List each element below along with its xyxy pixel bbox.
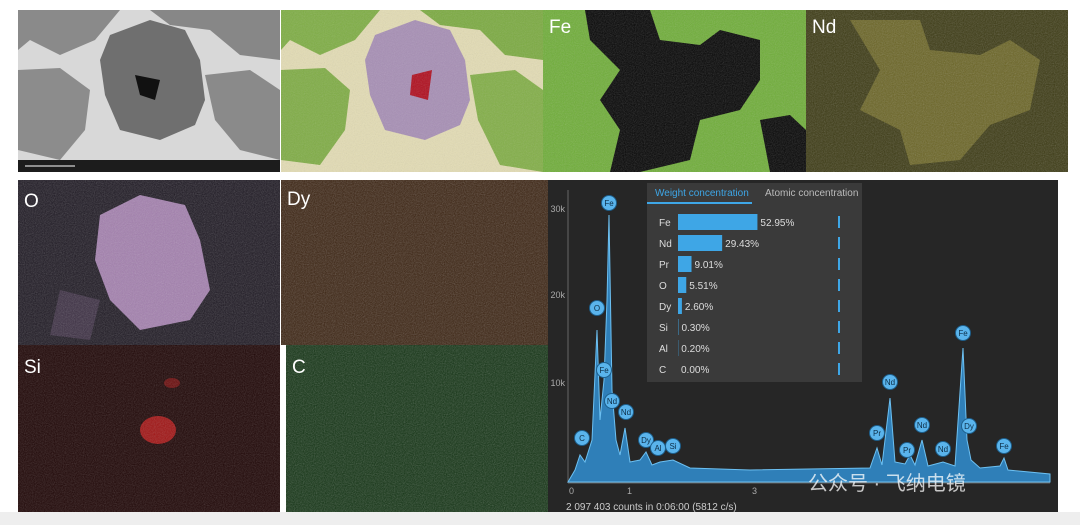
- tab[interactable]: Weight concentration: [655, 188, 749, 199]
- x-tick-label: 3: [752, 486, 757, 496]
- map-label: Dy: [287, 189, 311, 210]
- peak-marker: [574, 430, 590, 446]
- concentration-label: 0.20%: [681, 344, 709, 355]
- tab[interactable]: Atomic concentration: [765, 188, 858, 199]
- peak-label: Pr: [873, 429, 881, 438]
- peak-marker: [604, 393, 620, 409]
- x-tick-label: 1: [627, 486, 632, 496]
- peak-label: Pr: [903, 446, 911, 455]
- row-toggle[interactable]: [838, 258, 840, 270]
- concentration-bar: [678, 214, 758, 230]
- si-map: Si: [18, 345, 280, 512]
- concentration-label: 29.43%: [725, 239, 759, 250]
- x-tick-label: 0: [569, 486, 574, 496]
- row-toggle[interactable]: [838, 237, 840, 249]
- spectrum-panel: Weight concentration Atomic concentratio…: [548, 180, 1058, 513]
- peak-label: Nd: [885, 378, 895, 387]
- element-label: Dy: [659, 302, 671, 313]
- element-label: Fe: [659, 218, 671, 229]
- peak-label: Nd: [621, 408, 631, 417]
- y-tick-label: 30k: [550, 204, 565, 214]
- fe-map: Fe: [543, 10, 806, 172]
- concentration-label: 2.60%: [685, 302, 713, 313]
- peak-label: Dy: [964, 422, 974, 431]
- peak-label: Nd: [607, 397, 617, 406]
- peak-label: Fe: [599, 366, 609, 375]
- peak-label: Fe: [999, 442, 1009, 451]
- element-label: C: [659, 365, 666, 376]
- peak-marker: [618, 404, 634, 420]
- peak-label: Nd: [938, 445, 948, 454]
- concentration-bar: [678, 298, 682, 314]
- peak-label: Fe: [604, 199, 614, 208]
- concentration-bar: [678, 277, 687, 293]
- dy-map: Dy: [281, 180, 548, 345]
- y-tick-label: 10k: [550, 378, 565, 388]
- peak-marker: [665, 438, 681, 454]
- concentration-label: 9.01%: [695, 260, 723, 271]
- overlay-image: [281, 10, 543, 172]
- peak-marker: [882, 374, 898, 390]
- peak-marker: [914, 417, 930, 433]
- peak-label: C: [579, 434, 585, 443]
- map-label: Fe: [549, 17, 571, 38]
- peak-marker: [589, 300, 605, 316]
- peak-marker: [899, 442, 915, 458]
- concentration-label: 52.95%: [760, 218, 794, 229]
- peak-label: Dy: [641, 436, 651, 445]
- concentration-label: 0.30%: [681, 323, 709, 334]
- element-label: Pr: [659, 260, 670, 271]
- peak-marker: [996, 438, 1012, 454]
- peak-label: Si: [669, 442, 676, 451]
- peak-marker: [935, 441, 951, 457]
- footer-strip: [0, 512, 1080, 525]
- peak-label: Nd: [917, 421, 927, 430]
- peak-marker: [869, 425, 885, 441]
- c-map: C: [286, 345, 548, 512]
- peak-label: Al: [654, 444, 661, 453]
- sem-image: [18, 10, 280, 172]
- y-tick-label: 20k: [550, 290, 565, 300]
- map-label: Si: [24, 357, 41, 378]
- row-toggle[interactable]: [838, 279, 840, 291]
- watermark: 公众号 · 飞纳电镜: [808, 472, 966, 495]
- peak-marker: [601, 195, 617, 211]
- map-label: O: [24, 191, 39, 212]
- row-toggle[interactable]: [838, 342, 840, 354]
- row-toggle[interactable]: [838, 363, 840, 375]
- element-label: Al: [659, 344, 668, 355]
- row-toggle[interactable]: [838, 300, 840, 312]
- concentration-label: 0.00%: [681, 365, 709, 376]
- peak-marker: [638, 432, 654, 448]
- element-label: Nd: [659, 239, 672, 250]
- o-map: O: [18, 180, 280, 345]
- peak-marker: [596, 362, 612, 378]
- peak-marker: [961, 418, 977, 434]
- nd-map: Nd: [806, 10, 1068, 172]
- peak-label: Fe: [958, 329, 968, 338]
- row-toggle[interactable]: [838, 216, 840, 228]
- peak-label: O: [594, 304, 600, 313]
- concentration-bar: [678, 235, 723, 251]
- row-toggle[interactable]: [838, 321, 840, 333]
- map-label: C: [292, 357, 306, 378]
- concentration-label: 5.51%: [689, 281, 717, 292]
- element-label: O: [659, 281, 667, 292]
- concentration-bar: [678, 256, 692, 272]
- map-label: Nd: [812, 17, 836, 38]
- element-label: Si: [659, 323, 668, 334]
- peak-marker: [955, 325, 971, 341]
- footer-text: 2 097 403 counts in 0:06:00 (5812 c/s): [566, 502, 737, 513]
